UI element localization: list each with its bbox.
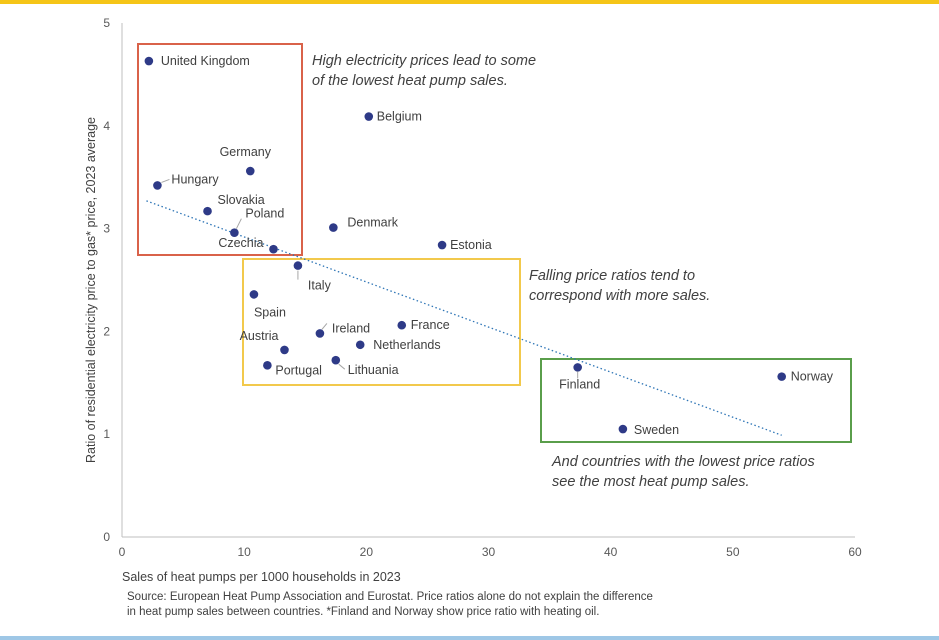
annotation-text: And countries with the lowest price rati…	[551, 454, 815, 470]
x-tick-label: 60	[848, 545, 862, 559]
x-tick-label: 10	[237, 545, 251, 559]
trendline	[146, 200, 782, 436]
data-point	[203, 206, 212, 216]
x-tick-label: 50	[726, 545, 740, 559]
y-axis-title: Ratio of residential electricity price t…	[84, 117, 98, 463]
data-point	[153, 181, 162, 190]
data-point	[249, 290, 259, 299]
point-label: Norway	[791, 370, 834, 384]
data-point	[280, 345, 289, 355]
point-label: Italy	[308, 279, 332, 293]
annotation-text: Falling price ratios tend to	[529, 268, 695, 284]
y-tick-label: 1	[103, 427, 110, 441]
y-tick-label: 0	[103, 530, 110, 544]
data-point	[245, 166, 255, 176]
bottom-accent-bar	[0, 636, 939, 640]
y-tick-label: 2	[103, 324, 110, 338]
data-point	[329, 223, 338, 232]
data-point	[397, 320, 407, 330]
scatter-chart: 0 10 20 30 40 50 60 0 1 2 3 4 5 Sales of heat pumps p…	[84, 16, 862, 584]
point-label: Czechia	[218, 236, 263, 250]
x-tick-label: 0	[119, 545, 126, 559]
point-label: France	[411, 318, 450, 332]
y-tick-label: 3	[103, 222, 110, 236]
source-line-1: Source: European Heat Pump Association a…	[127, 591, 653, 603]
point-label: Slovakia	[218, 193, 265, 207]
point-label: Austria	[240, 329, 279, 343]
data-point	[293, 261, 303, 270]
label-leader-line	[235, 218, 242, 229]
data-point	[437, 240, 447, 250]
annotation-text: High electricity prices lead to some	[312, 53, 536, 69]
top-accent-bar	[0, 0, 939, 4]
point-label: Hungary	[171, 172, 219, 186]
annotation-box	[137, 43, 303, 256]
annotation-box	[540, 358, 852, 443]
x-axis-title: Sales of heat pumps per 1000 households …	[122, 570, 401, 584]
point-label: Belgium	[377, 110, 422, 124]
point-label: Netherlands	[373, 338, 440, 352]
y-tick-label: 4	[103, 119, 110, 133]
point-label: Germany	[220, 145, 272, 159]
annotation-box	[242, 258, 521, 386]
x-tick-label: 30	[482, 545, 496, 559]
point-label: Lithuania	[348, 363, 399, 377]
axes: 0 10 20 30 40 50 60 0 1 2 3 4 5 Sales of heat pumps p…	[84, 16, 862, 584]
x-tick-label: 40	[604, 545, 618, 559]
source-note: Source: European Heat Pump Association a…	[127, 590, 847, 620]
data-point	[263, 361, 272, 370]
data-point	[230, 228, 239, 238]
point-label: Ireland	[332, 321, 370, 335]
point-label: Denmark	[347, 216, 398, 230]
data-point	[777, 372, 786, 381]
label-leader-line	[321, 323, 328, 330]
point-label: Finland	[559, 377, 600, 391]
trendline-group	[146, 200, 782, 436]
point-label: Spain	[254, 305, 286, 319]
point-label: Sweden	[634, 423, 679, 437]
data-point	[315, 329, 325, 338]
source-line-2: in heat pump sales between countries. *F…	[127, 606, 600, 618]
annotations: High electricity prices lead to some of t…	[312, 53, 815, 490]
data-point	[331, 355, 341, 365]
label-leader-line	[161, 178, 170, 183]
x-tick-label: 20	[360, 545, 374, 559]
point-label: United Kingdom	[161, 54, 250, 68]
data-point	[618, 424, 628, 434]
data-point	[355, 340, 365, 350]
point-label: Portugal	[275, 363, 322, 377]
annotation-text: correspond with more sales.	[529, 288, 710, 304]
data-point	[269, 244, 278, 254]
data-point	[144, 56, 154, 66]
annotation-boxes	[137, 43, 852, 443]
point-label: Poland	[245, 207, 284, 221]
data-point	[573, 363, 582, 372]
data-point	[364, 112, 374, 121]
annotation-text: of the lowest heat pump sales.	[312, 73, 508, 89]
annotation-text: see the most heat pump sales.	[552, 474, 749, 490]
point-label: Estonia	[450, 238, 492, 252]
label-leader-line	[338, 363, 346, 370]
y-tick-label: 5	[103, 16, 110, 30]
